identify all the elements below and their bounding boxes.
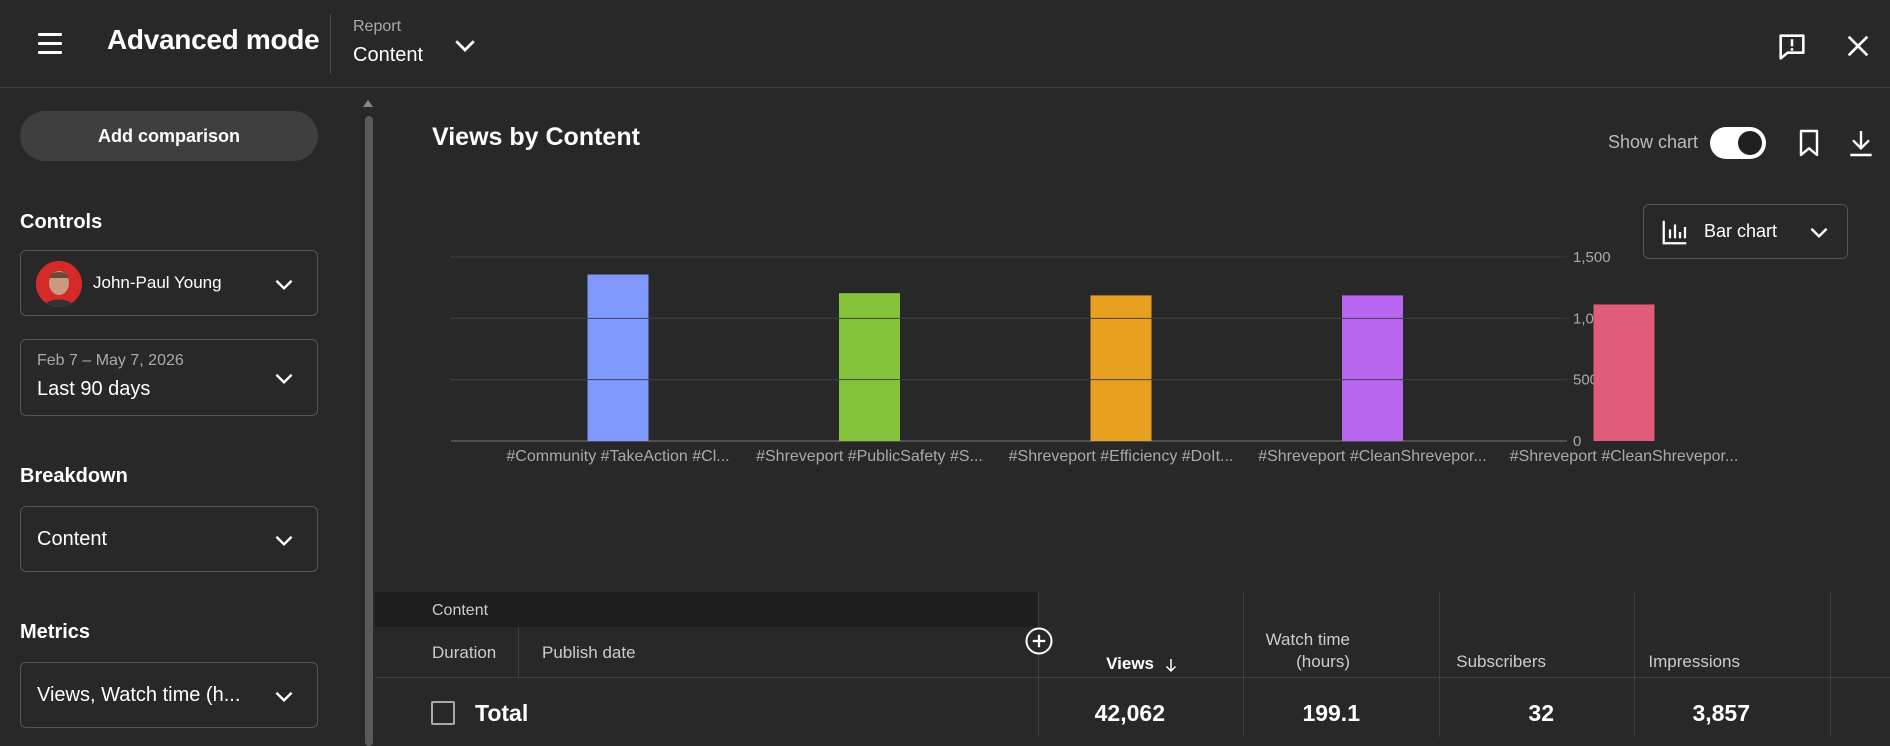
- views-column-header[interactable]: Views: [1106, 653, 1180, 675]
- bookmark-icon[interactable]: [1793, 127, 1825, 159]
- watch-time-header-line: Watch time: [1265, 630, 1350, 649]
- page-title: Advanced mode: [107, 24, 320, 55]
- report-selector[interactable]: Content: [353, 44, 424, 66]
- total-row-checkbox[interactable]: [431, 701, 455, 725]
- bar: [587, 274, 649, 441]
- date-range-value: Last 90 days: [37, 378, 151, 400]
- controls-heading: Controls: [20, 211, 103, 233]
- y-tick-label: 1,500: [1573, 249, 1611, 266]
- metrics-selector[interactable]: Views, Watch time (h...: [20, 662, 318, 728]
- x-tick-label: #Community #TakeAction #Cl...: [506, 448, 729, 465]
- total-watch-time: 199.1: [1302, 700, 1360, 726]
- total-subscribers: 32: [1528, 700, 1554, 726]
- header-divider: [330, 14, 331, 74]
- metrics-value: Views, Watch time (h...: [37, 684, 241, 706]
- column-divider: [1634, 592, 1635, 737]
- total-row-label: Total: [475, 700, 529, 726]
- add-column-icon[interactable]: [1024, 626, 1054, 656]
- sidebar: Add comparison Controls John-Paul Young …: [0, 89, 360, 737]
- channel-selector[interactable]: John-Paul Young: [20, 250, 318, 316]
- chevron-down-icon: [275, 373, 293, 385]
- x-tick-label: #Shreveport #Efficiency #DoIt...: [1009, 448, 1234, 465]
- add-comparison-button[interactable]: Add comparison: [20, 111, 318, 161]
- watch-time-header-line: (hours): [1296, 652, 1350, 671]
- feedback-icon[interactable]: [1775, 30, 1809, 64]
- show-chart-label: Show chart: [1608, 132, 1699, 152]
- bar: [1342, 295, 1403, 441]
- sidebar-scrollbar[interactable]: [363, 100, 373, 746]
- subscribers-column-header[interactable]: Subscribers: [1456, 652, 1546, 671]
- top-bar: Advanced mode Report Content: [0, 0, 1890, 88]
- impressions-column-header[interactable]: Impressions: [1648, 652, 1740, 671]
- breakdown-selector[interactable]: Content: [20, 506, 318, 572]
- total-impressions: 3,857: [1692, 700, 1750, 726]
- channel-name: John-Paul Young: [93, 273, 222, 292]
- chevron-down-icon: [275, 691, 293, 703]
- x-tick-label: #Shreveport #CleanShrevepor...: [1258, 448, 1487, 465]
- total-views: 42,062: [1094, 700, 1165, 726]
- scrollbar-thumb[interactable]: [365, 116, 373, 746]
- watch-time-column-header[interactable]: Watch time (hours): [1266, 629, 1350, 673]
- date-range-selector[interactable]: Feb 7 – May 7, 2026 Last 90 days: [20, 339, 318, 416]
- show-chart-toggle[interactable]: [1710, 127, 1766, 159]
- views-header-label: Views: [1106, 654, 1154, 673]
- data-table: Content Duration Publish date Views Watc…: [375, 592, 1890, 737]
- avatar: [36, 261, 82, 307]
- menu-icon[interactable]: [30, 26, 70, 62]
- download-icon[interactable]: [1845, 127, 1877, 159]
- y-tick-label: 500: [1573, 372, 1598, 389]
- y-tick-label: 0: [1573, 433, 1581, 450]
- column-divider: [1038, 592, 1039, 737]
- bar: [1593, 304, 1655, 441]
- row-divider: [375, 677, 1890, 678]
- metrics-heading: Metrics: [20, 621, 91, 643]
- breakdown-heading: Breakdown: [20, 465, 128, 487]
- bar-chart-icon: [1662, 220, 1687, 245]
- column-divider: [1243, 592, 1244, 737]
- bar: [1090, 295, 1152, 441]
- sort-arrow-down-icon: [1165, 658, 1177, 672]
- breakdown-value: Content: [37, 528, 108, 550]
- main-panel: Views by Content Show chart Bar chart 0 5…: [375, 89, 1890, 737]
- chevron-down-icon: [275, 279, 293, 291]
- chart-type-selector[interactable]: Bar chart: [1643, 204, 1848, 259]
- chevron-down-icon[interactable]: [450, 30, 480, 60]
- toggle-knob: [1738, 131, 1762, 155]
- close-icon[interactable]: [1842, 30, 1874, 62]
- x-tick-label: #Shreveport #CleanShrevepor...: [1510, 448, 1739, 465]
- chevron-down-icon: [275, 535, 293, 547]
- duration-column-header[interactable]: Duration: [432, 643, 497, 662]
- chart-title: Views by Content: [432, 123, 640, 151]
- publish-date-column-header[interactable]: Publish date: [542, 643, 636, 662]
- date-range-dates: Feb 7 – May 7, 2026: [37, 352, 184, 369]
- content-column-header[interactable]: Content: [432, 602, 489, 619]
- x-tick-label: #Shreveport #PublicSafety #S...: [756, 448, 983, 465]
- column-divider: [518, 627, 519, 677]
- chevron-down-icon: [1810, 227, 1828, 239]
- report-label: Report: [353, 18, 402, 35]
- column-divider: [1830, 592, 1831, 737]
- content-header-cell: [375, 592, 1038, 627]
- bar: [839, 293, 900, 441]
- column-divider: [1439, 592, 1440, 737]
- chart-type-label: Bar chart: [1704, 221, 1778, 241]
- scroll-up-icon[interactable]: [363, 100, 373, 107]
